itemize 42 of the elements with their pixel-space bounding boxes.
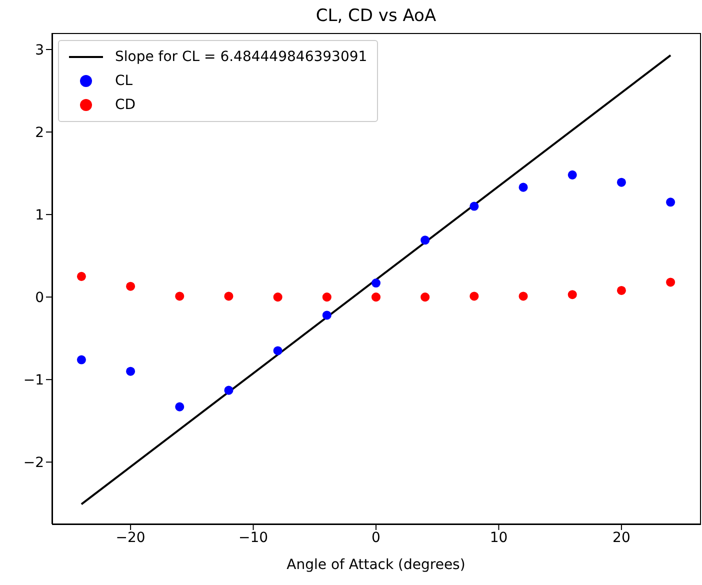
point [224,292,234,301]
point [371,278,381,288]
y-tick-label: 3 [35,42,44,58]
point [470,202,479,211]
point [76,272,86,281]
y-tick-label: −2 [23,455,44,472]
point [470,292,479,301]
legend-label: CD [115,97,136,113]
point [616,178,626,187]
point [568,170,577,180]
x-tick-label: −20 [116,530,146,546]
point [420,292,430,302]
point [666,278,676,287]
point [568,290,577,300]
y-tick-label: 2 [35,124,44,141]
point [76,355,86,364]
legend-label: Slope for CL = 6.484449846393091 [115,49,368,65]
y-tick-label: 0 [35,290,44,306]
x-axis-title: Angle of Attack (degrees) [286,557,466,573]
point [616,286,626,295]
point [175,402,184,412]
point [371,292,381,302]
y-tick-label: −1 [23,372,44,389]
point [175,292,184,301]
point [126,282,136,291]
legend-label: CL [115,73,133,89]
x-tick-label: 0 [372,530,380,546]
point [322,310,332,320]
point [224,386,234,395]
point [420,236,430,245]
chart-title: CL, CD vs AoA [314,6,438,26]
point [518,182,528,192]
x-tick-label: −10 [238,530,268,546]
point [322,292,332,302]
point [273,346,282,356]
point [518,292,528,301]
x-tick-label: 10 [490,530,508,546]
point [666,198,676,207]
y-tick-label: 1 [35,208,44,224]
point [273,292,282,302]
point [126,366,136,376]
x-tick-label: 20 [612,530,630,546]
